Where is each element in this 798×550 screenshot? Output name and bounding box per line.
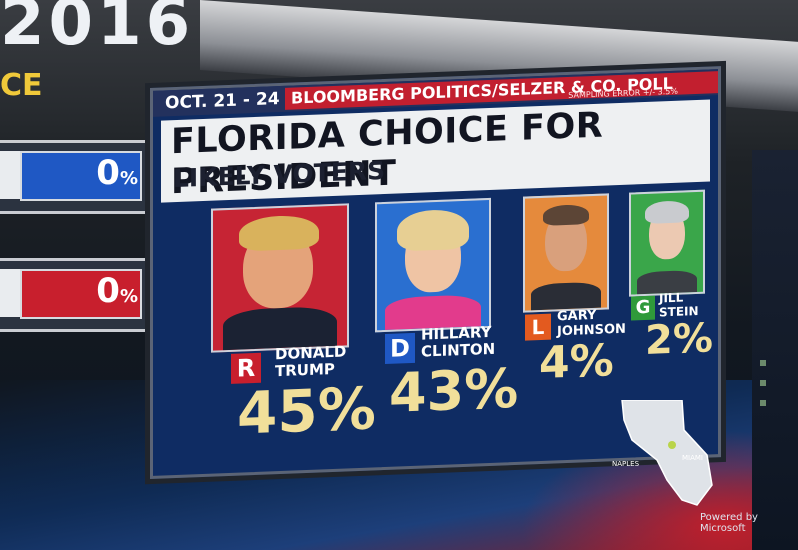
side-monitor xyxy=(752,150,798,550)
indicator-dot xyxy=(760,400,766,406)
party-badge: D xyxy=(385,332,415,364)
race-label: CE xyxy=(0,68,43,103)
hair xyxy=(239,214,319,252)
candidate-photo xyxy=(523,193,609,313)
microsoft-branding: Powered by Microsoft xyxy=(700,512,758,534)
candidate-pct: 2% xyxy=(645,315,713,364)
florida-map: NAPLES MIAMI xyxy=(612,400,713,506)
poll-date: OCT. 21 - 24 xyxy=(165,89,280,114)
candidate-name: HILLARY CLINTON xyxy=(421,322,496,361)
tile-cap xyxy=(0,151,20,199)
candidate-photo xyxy=(375,197,491,333)
indicator-dot xyxy=(760,380,766,386)
map-label-miami: MIAMI xyxy=(682,454,703,462)
election-year: 2016 xyxy=(0,0,195,60)
dem-swatch xyxy=(20,151,142,201)
hair xyxy=(397,208,469,252)
candidate-name: DONALD TRUMP xyxy=(275,342,347,381)
candidate-photo xyxy=(211,203,349,353)
candidate-name: GARY JOHNSON xyxy=(557,307,626,340)
candidate-pct: 43% xyxy=(389,356,519,425)
candidate-photo xyxy=(629,189,705,297)
party-badge: L xyxy=(525,313,551,341)
suit xyxy=(531,281,601,311)
tile-cap xyxy=(0,269,20,317)
hair xyxy=(645,200,689,224)
title-box: FLORIDA CHOICE FOR PRESIDENT LIKELY VOTE… xyxy=(161,99,710,203)
hair xyxy=(543,204,589,226)
indicator-dot xyxy=(760,360,766,366)
candidate-name: JILL STEIN xyxy=(659,290,699,320)
candidate-pct: 4% xyxy=(539,335,614,390)
florida-shape xyxy=(621,400,713,506)
candidate-pct: 45% xyxy=(237,374,376,448)
left-tile-pct: 0% xyxy=(96,153,138,193)
rep-swatch xyxy=(20,269,142,319)
left-result-tile-dem: 0% xyxy=(0,140,153,214)
left-result-tile-rep: 0% xyxy=(0,258,153,332)
map-label-naples: NAPLES xyxy=(612,460,640,468)
city-marker xyxy=(668,441,676,449)
left-tile-pct: 0% xyxy=(96,271,138,311)
